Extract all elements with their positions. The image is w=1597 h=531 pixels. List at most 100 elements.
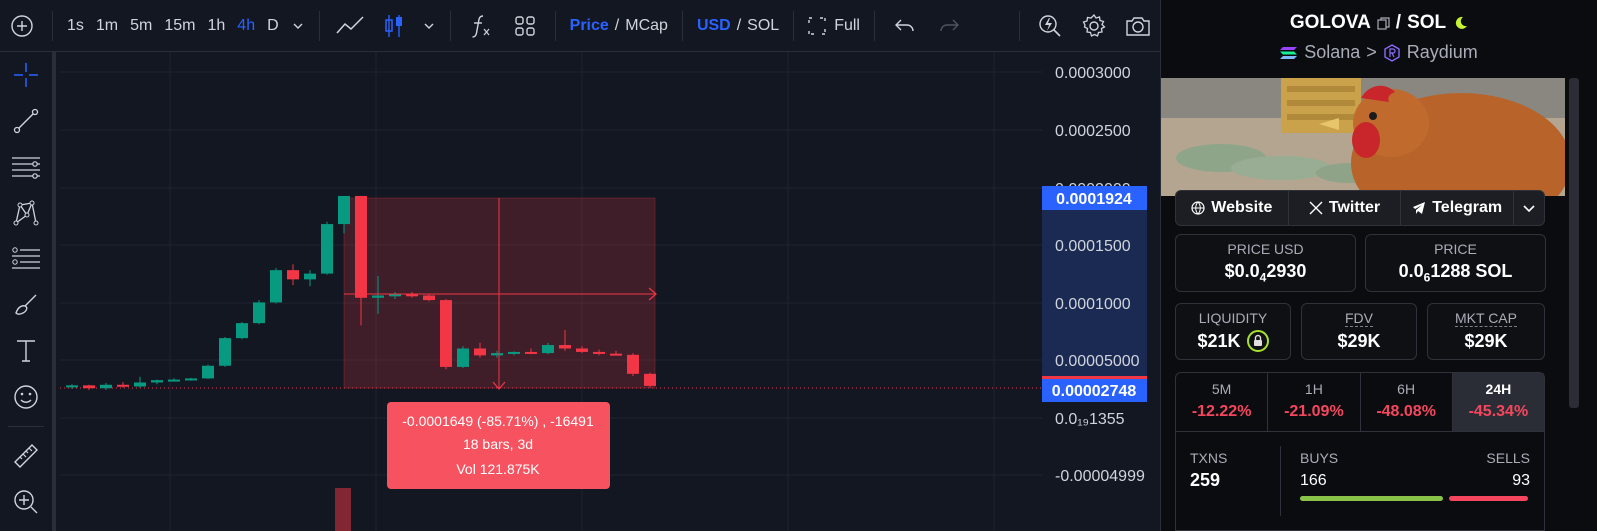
price-tick: 0.0003000 bbox=[1055, 65, 1131, 82]
indicators-button[interactable] bbox=[459, 0, 503, 52]
candle bbox=[151, 379, 163, 385]
usd-option[interactable]: USD bbox=[696, 16, 731, 34]
price-tick: -0.00004999 bbox=[1055, 468, 1145, 485]
candle-body bbox=[321, 224, 333, 274]
candle-body bbox=[117, 384, 129, 387]
redo-button[interactable] bbox=[927, 0, 971, 52]
candle bbox=[83, 384, 95, 390]
candle bbox=[610, 350, 622, 356]
candle bbox=[576, 346, 588, 354]
settings-button[interactable] bbox=[1072, 0, 1116, 52]
candle-body bbox=[287, 270, 299, 280]
sol-option[interactable]: SOL bbox=[747, 16, 780, 34]
website-link[interactable]: Website bbox=[1176, 191, 1289, 225]
price-usd-label: PRICE USD bbox=[1227, 241, 1304, 257]
candle-body bbox=[355, 195, 367, 298]
measure-tooltip-line2: 18 bars, 3d bbox=[463, 436, 533, 452]
chain-name[interactable]: Solana bbox=[1304, 42, 1361, 62]
layouts-button[interactable] bbox=[503, 0, 547, 52]
candles-button[interactable] bbox=[372, 0, 416, 52]
undo-button[interactable] bbox=[883, 0, 927, 52]
candle-body bbox=[457, 348, 469, 367]
price-mcap-toggle[interactable]: Price / MCap bbox=[564, 0, 674, 52]
change-tab-24h[interactable]: 24H -45.34% bbox=[1452, 373, 1544, 431]
price-usd-value: $0.042930 bbox=[1224, 261, 1307, 285]
quick-search-button[interactable] bbox=[1028, 0, 1072, 52]
fib-tool[interactable] bbox=[0, 236, 52, 282]
candle-body bbox=[389, 294, 401, 297]
change-tab-6h[interactable]: 6H -48.08% bbox=[1361, 373, 1453, 431]
copy-icon[interactable] bbox=[1377, 16, 1390, 30]
price-change-tabs: 5M -12.22% 1H -21.09% 6H -48.08% 24H -45.34% bbox=[1175, 372, 1545, 432]
txns-divider bbox=[1280, 446, 1281, 516]
brush-tool[interactable] bbox=[0, 282, 52, 328]
timeframe-4h[interactable]: 4h bbox=[237, 16, 256, 34]
twitter-link[interactable]: Twitter bbox=[1289, 191, 1402, 225]
add-symbol-button[interactable] bbox=[0, 0, 44, 52]
timeframe-dropdown[interactable] bbox=[285, 0, 311, 52]
screenshot-button[interactable] bbox=[1116, 0, 1160, 52]
zoom-tool[interactable] bbox=[0, 479, 52, 525]
telegram-link[interactable]: Telegram bbox=[1401, 191, 1515, 225]
plus-circle-icon bbox=[11, 14, 33, 37]
timeframe-d[interactable]: D bbox=[267, 16, 279, 34]
price-option[interactable]: Price bbox=[569, 16, 609, 34]
candle bbox=[491, 350, 503, 358]
mcap-option[interactable]: MCap bbox=[625, 16, 668, 34]
dex-name[interactable]: Raydium bbox=[1406, 42, 1478, 62]
currency-toggle[interactable]: USD / SOL bbox=[691, 0, 785, 52]
telegram-icon bbox=[1413, 202, 1426, 214]
candle bbox=[440, 298, 452, 370]
undo-icon bbox=[894, 19, 914, 31]
pattern-tool[interactable] bbox=[0, 190, 52, 236]
toolbar-divider bbox=[449, 10, 451, 41]
price-chart[interactable]: 0.00030000.00025000.00020000.00015000.00… bbox=[60, 52, 1160, 531]
trend-line-tool[interactable] bbox=[0, 98, 52, 144]
timeframe-15m[interactable]: 15m bbox=[164, 16, 196, 34]
buys-value: 166 bbox=[1300, 472, 1327, 489]
candle bbox=[338, 195, 350, 234]
line-chart-button[interactable] bbox=[328, 0, 372, 52]
toolbar-divider bbox=[318, 10, 320, 41]
text-tool[interactable] bbox=[0, 328, 52, 374]
social-links: Website Twitter Telegram bbox=[1175, 190, 1545, 226]
timeframe-1h[interactable]: 1h bbox=[207, 16, 226, 34]
measure-tooltip-line1: -0.0001649 (-85.71%) , -16491 bbox=[402, 413, 594, 429]
horizontal-lines-tool[interactable] bbox=[0, 144, 52, 190]
crosshair-icon bbox=[14, 63, 38, 87]
candle-body bbox=[66, 385, 78, 388]
fullscreen-button[interactable]: Full bbox=[802, 0, 866, 52]
buys-bar bbox=[1300, 496, 1444, 501]
candle-body bbox=[644, 373, 656, 386]
change-tab-1h[interactable]: 1H -21.09% bbox=[1268, 373, 1361, 431]
crosshair-tool[interactable] bbox=[0, 52, 52, 98]
tool-divider bbox=[8, 426, 44, 427]
telegram-label: Telegram bbox=[1432, 199, 1503, 216]
price-sol-value: 0.061288 SOL bbox=[1398, 261, 1513, 285]
sidebar-scrollbar-thumb[interactable] bbox=[1569, 78, 1579, 408]
candle-body bbox=[508, 351, 520, 354]
change-tab-5m[interactable]: 5M -12.22% bbox=[1176, 373, 1269, 431]
transactions-section: TXNS 259 BUYS 166 SELLS 93 bbox=[1175, 432, 1545, 531]
candle-body bbox=[627, 354, 639, 374]
emoji-tool[interactable] bbox=[0, 374, 52, 420]
candle-body bbox=[219, 338, 231, 366]
candle bbox=[304, 270, 316, 287]
fullscreen-icon bbox=[808, 16, 826, 35]
candle-body bbox=[83, 385, 95, 389]
liquidity-label: LIQUIDITY bbox=[1198, 310, 1268, 326]
txns-value: 259 bbox=[1190, 470, 1221, 490]
measure-tool[interactable] bbox=[0, 433, 52, 479]
toolbar-divider bbox=[681, 10, 683, 41]
chart-type-dropdown[interactable] bbox=[416, 0, 442, 52]
lock-icon[interactable] bbox=[1246, 330, 1269, 352]
timeframe-5m[interactable]: 5m bbox=[130, 16, 153, 34]
price-scale: 0.00030000.00025000.00020000.00015000.00… bbox=[1055, 65, 1145, 485]
timeframe-1s[interactable]: 1s bbox=[67, 16, 84, 34]
timeframe-1m[interactable]: 1m bbox=[95, 16, 119, 34]
buys-label: BUYS bbox=[1300, 450, 1339, 466]
badge-bottom: 0.00002748 bbox=[1052, 383, 1137, 400]
links-dropdown[interactable] bbox=[1514, 191, 1544, 225]
website-label: Website bbox=[1211, 199, 1273, 216]
candle-body bbox=[423, 295, 435, 301]
